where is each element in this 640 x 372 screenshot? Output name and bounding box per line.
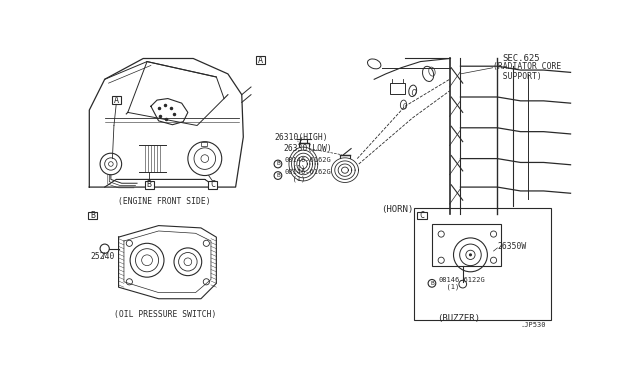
Bar [390,83,405,94]
Text: 26310(HIGH): 26310(HIGH) [274,132,328,141]
Bar [432,224,501,266]
Bar [417,212,427,219]
Text: C: C [419,211,424,220]
Text: A: A [258,55,263,64]
Text: B: B [147,180,152,189]
Bar [208,181,217,189]
Circle shape [469,253,472,256]
Text: 08146-6162G
  (1): 08146-6162G (1) [284,157,331,171]
Text: C: C [210,180,215,189]
Text: 26350W: 26350W [497,242,527,251]
Text: (HORN): (HORN) [381,205,413,214]
Bar [111,96,121,104]
Bar [88,212,97,219]
Text: 08146-6162G
  (1): 08146-6162G (1) [284,169,331,182]
Bar [255,56,265,64]
Bar [201,142,207,146]
Text: A: A [114,96,119,105]
Text: (OIL PRESSURE SWITCH): (OIL PRESSURE SWITCH) [113,310,216,319]
Text: B: B [276,173,280,178]
Text: B: B [276,161,280,167]
Text: 25240: 25240 [91,252,115,261]
Bar [414,208,551,320]
Text: .JP530: .JP530 [520,322,546,328]
Text: (RADIATOR CORE
  SUPPORT): (RADIATOR CORE SUPPORT) [493,62,561,81]
Text: (BUZZER): (BUZZER) [437,314,481,323]
Text: B: B [90,211,95,220]
Text: 26330(LOW): 26330(LOW) [284,144,332,153]
Text: SEC.625: SEC.625 [503,54,540,63]
Bar [145,181,154,189]
Text: (ENGINE FRONT SIDE): (ENGINE FRONT SIDE) [118,197,211,206]
Text: B: B [430,281,434,286]
Text: 08146-6122G
  (1): 08146-6122G (1) [438,277,485,290]
